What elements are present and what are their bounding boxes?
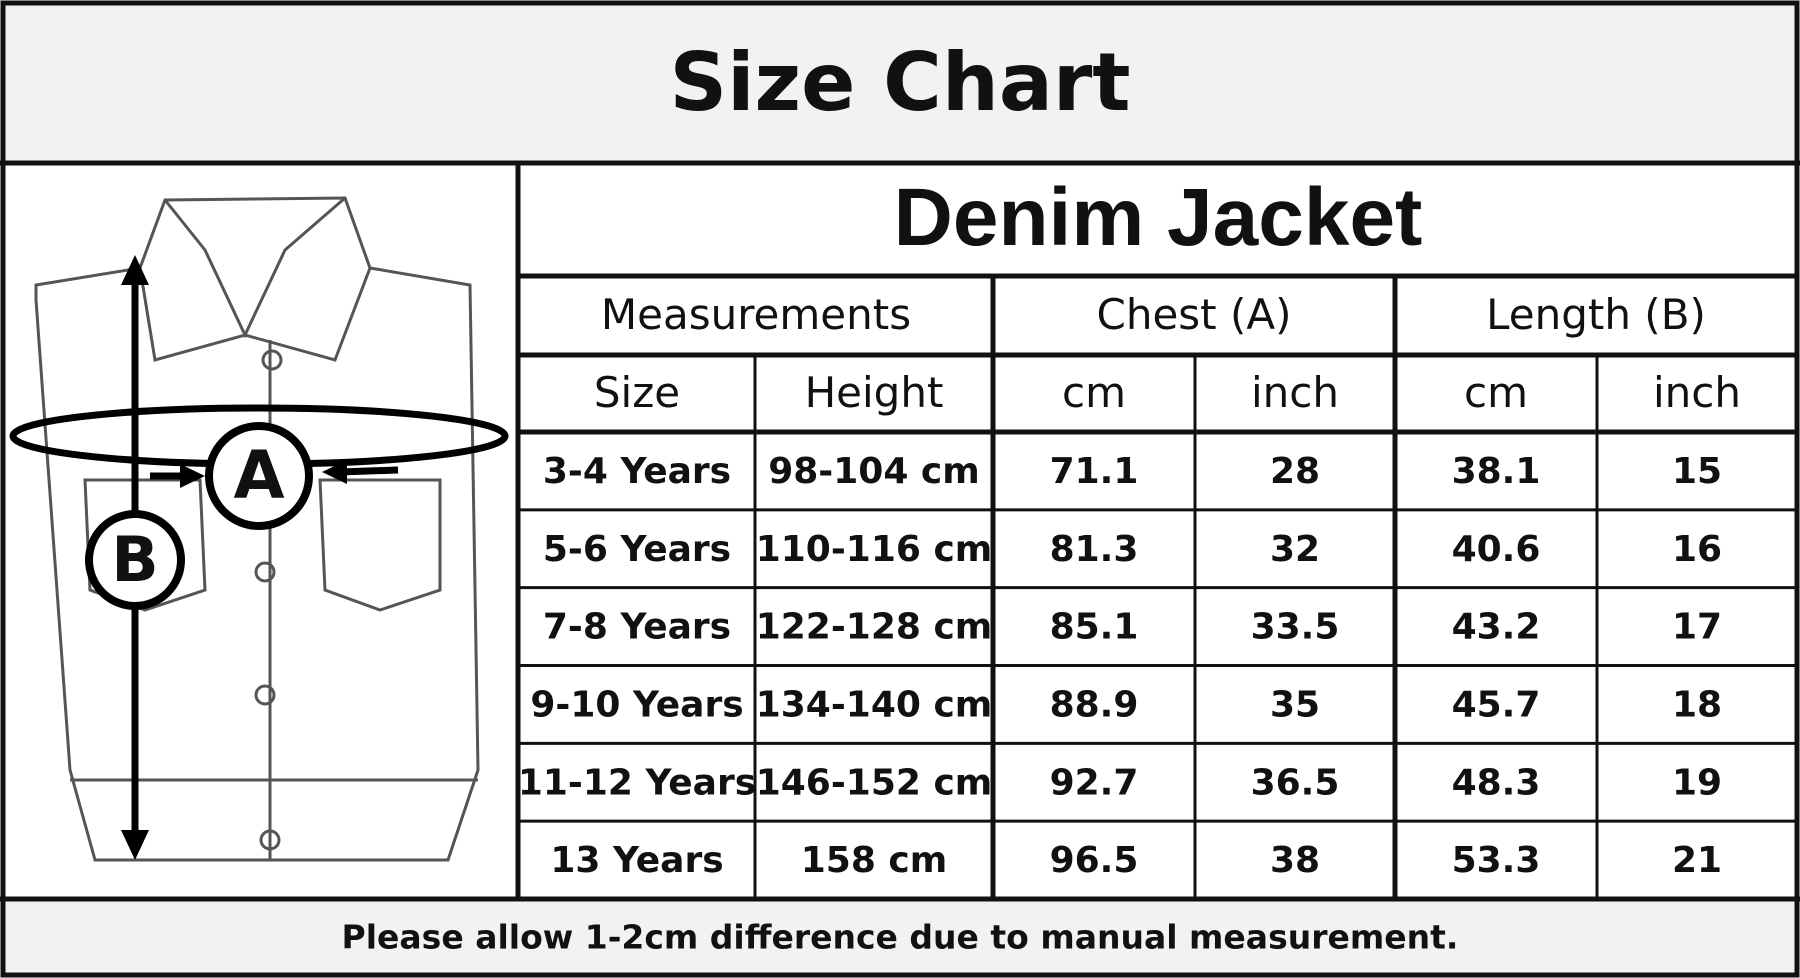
table-cell: 9-10 Years: [530, 684, 743, 725]
diagram-label: B: [111, 523, 158, 596]
column-header: inch: [1251, 368, 1339, 417]
footer-note: Please allow 1-2cm difference due to man…: [342, 918, 1459, 957]
table-cell: 110-116 cm: [756, 529, 993, 570]
column-header: cm: [1062, 368, 1126, 417]
button: [259, 829, 281, 851]
chest-arrow-right: [339, 466, 399, 476]
table-cell: 15: [1672, 451, 1722, 492]
jacket-lapel: [138, 267, 372, 362]
column-header: Size: [594, 368, 680, 417]
table-cell: 45.7: [1452, 684, 1541, 725]
table-cell: 11-12 Years: [518, 762, 756, 803]
button: [261, 349, 283, 371]
diagram-label: A: [233, 437, 284, 514]
table-cell: 134-140 cm: [756, 684, 993, 725]
table-cell: 98-104 cm: [768, 451, 980, 492]
title-band: [4, 4, 1796, 162]
table-cell: 43.2: [1452, 607, 1541, 648]
table-cell: 3-4 Years: [543, 451, 731, 492]
column-header: cm: [1464, 368, 1528, 417]
table-cell: 92.7: [1050, 762, 1139, 803]
table-cell: 35: [1270, 684, 1320, 725]
table-cell: 53.3: [1452, 840, 1541, 881]
button: [254, 684, 276, 706]
table-cell: 81.3: [1050, 529, 1139, 570]
table-cell: 71.1: [1050, 451, 1139, 492]
page-title: Size Chart: [669, 36, 1130, 129]
column-header: Height: [805, 368, 944, 417]
table-cell: 13 Years: [550, 840, 723, 881]
table-title: Denim Jacket: [894, 172, 1423, 263]
arrow-head: [121, 255, 149, 285]
table-cell: 38: [1270, 840, 1320, 881]
table-cell: 96.5: [1050, 840, 1139, 881]
table-cell: 40.6: [1452, 529, 1541, 570]
table-cell: 36.5: [1251, 762, 1340, 803]
table-cell: 19: [1672, 762, 1722, 803]
arrow-heads: [121, 255, 347, 860]
table-cell: 18: [1672, 684, 1722, 725]
button: [254, 561, 276, 583]
table-cell: 16: [1672, 529, 1722, 570]
table-cell: 21: [1672, 840, 1722, 881]
footer-band: [4, 900, 1796, 974]
arrow-head: [180, 464, 205, 488]
column-header: inch: [1653, 368, 1741, 417]
table-cell: 146-152 cm: [756, 762, 993, 803]
table-cell: 122-128 cm: [756, 607, 993, 648]
table-cell: 48.3: [1452, 762, 1541, 803]
table-cell: 17: [1672, 607, 1722, 648]
label-circle: [205, 422, 313, 530]
group-header: Measurements: [601, 290, 911, 339]
table-cell: 158 cm: [801, 840, 948, 881]
label-circle: [85, 510, 185, 610]
group-header: Length (B): [1486, 290, 1706, 339]
table-cell: 7-8 Years: [543, 607, 731, 648]
arrow-head: [322, 460, 347, 484]
table-cell: 88.9: [1050, 684, 1139, 725]
group-header: Chest (A): [1097, 290, 1292, 339]
table-cell: 38.1: [1452, 451, 1541, 492]
table: Denim Jacket Measurements Chest (A) Length …: [518, 172, 1797, 899]
arrow-head: [121, 830, 149, 860]
table-cell: 33.5: [1251, 607, 1340, 648]
table-cell: 5-6 Years: [543, 529, 731, 570]
table-cell: 85.1: [1050, 607, 1139, 648]
table-cell: 32: [1270, 529, 1320, 570]
table-cell: 28: [1270, 451, 1320, 492]
